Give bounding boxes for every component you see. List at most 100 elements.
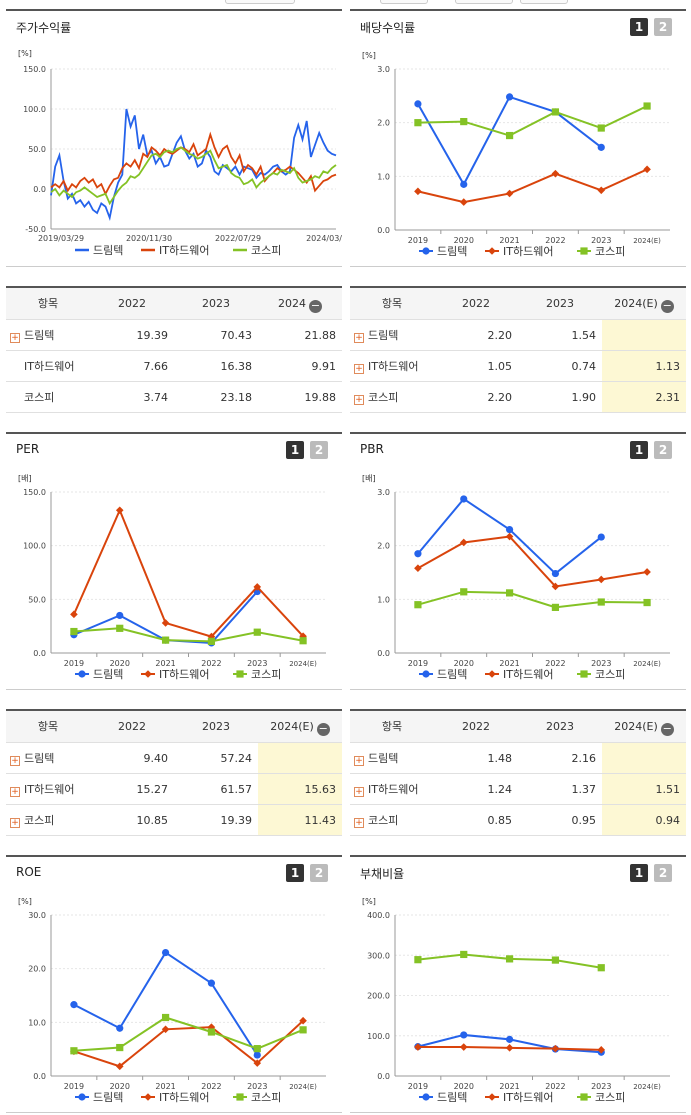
table-row: + 코스피 2.20 1.90 2.31 — [350, 382, 686, 413]
data-point — [78, 1093, 86, 1101]
row-name-cell: IT하드웨어 — [6, 351, 90, 381]
table-row: + IT하드웨어 1.24 1.37 1.51 — [350, 774, 686, 805]
row-name: 드림텍 — [368, 329, 399, 342]
data-point — [253, 583, 262, 591]
panel-title: PER — [16, 442, 40, 456]
expand-plus-icon[interactable]: + — [10, 756, 20, 766]
expand-plus-icon[interactable]: + — [354, 818, 364, 828]
expand-plus-icon[interactable]: + — [10, 818, 20, 828]
data-point — [414, 187, 422, 196]
x-tick-label: 2024/03/ — [306, 234, 342, 243]
data-point — [161, 1025, 170, 1034]
panel-title: 주가수익률 — [16, 21, 72, 35]
debt-ratio-chart: [%] 400.0 300.0 200.0 100.0 0.0 2019 2020 2021 20… — [362, 897, 670, 1104]
y-tick-label: 20.0 — [28, 965, 46, 974]
y-tick-label: 100.0 — [23, 105, 46, 114]
row-name-cell: + 드림텍 — [6, 320, 90, 350]
toolbar-button[interactable] — [380, 0, 428, 4]
page-2-button[interactable]: 2 — [310, 864, 328, 882]
data-point — [161, 619, 170, 627]
table-cell: 3.74 — [143, 391, 169, 404]
x-tick-label: 2021 — [155, 1082, 175, 1091]
data-point — [597, 124, 605, 132]
expand-plus-icon[interactable]: + — [354, 395, 364, 405]
y-tick-label: 0.0 — [33, 649, 46, 658]
y-axis-unit: [%] — [362, 897, 376, 906]
table-cell: 23.18 — [220, 391, 253, 404]
collapse-minus-icon[interactable]: − — [660, 299, 674, 313]
page-1-button[interactable]: 1 — [630, 18, 648, 36]
x-tick-label: 2022 — [545, 659, 565, 668]
page-2-button[interactable]: 2 — [654, 18, 672, 36]
x-tick-label: 2024(E) — [633, 1083, 661, 1091]
legend-label: IT하드웨어 — [159, 243, 209, 257]
page-1-button[interactable]: 1 — [286, 864, 304, 882]
toolbar-button[interactable] — [455, 0, 513, 4]
collapse-minus-icon[interactable]: − — [316, 722, 330, 736]
data-point — [488, 247, 496, 255]
collapse-minus-icon[interactable]: − — [309, 299, 322, 313]
x-tick-label: 2020 — [454, 236, 474, 245]
expand-plus-icon[interactable]: + — [354, 756, 364, 766]
row-name: IT하드웨어 — [24, 783, 75, 796]
toolbar-button[interactable] — [520, 0, 568, 4]
expand-plus-icon[interactable]: + — [354, 364, 364, 374]
y-axis-unit: [%] — [362, 51, 376, 60]
data-point — [459, 198, 468, 206]
table-row: + 드림텍 1.48 2.16 — [350, 743, 686, 774]
header-label: 2024(E) — [270, 720, 314, 733]
table-row: + 드림텍 9.40 57.24 — [6, 743, 342, 774]
page-1-button[interactable]: 1 — [630, 441, 648, 459]
series-line — [417, 105, 648, 137]
data-point — [253, 1059, 262, 1067]
panel-title: ROE — [16, 865, 42, 879]
row-name-cell: + 드림텍 — [6, 743, 90, 773]
data-point — [505, 131, 514, 140]
page-2-button[interactable]: 2 — [310, 441, 328, 459]
series-line — [50, 146, 337, 206]
data-point — [460, 180, 468, 188]
y-tick-label: 3.0 — [377, 65, 390, 74]
data-point — [505, 1044, 514, 1052]
page-1-button[interactable]: 1 — [286, 441, 304, 459]
legend-label: 드림텍 — [93, 1091, 123, 1104]
header-label: 항목 — [381, 720, 403, 733]
expand-plus-icon[interactable]: + — [354, 787, 364, 797]
data-point — [115, 506, 124, 515]
data-point — [116, 611, 124, 620]
data-point — [551, 1044, 560, 1053]
expand-plus-icon[interactable]: + — [354, 333, 364, 343]
data-point — [505, 93, 514, 101]
expand-plus-icon[interactable]: + — [10, 787, 20, 797]
data-point — [253, 1051, 261, 1059]
series-line — [73, 507, 304, 638]
expand-plus-icon[interactable]: + — [10, 333, 20, 343]
series-line — [417, 95, 602, 187]
table-header-cell: 2023 — [174, 288, 258, 319]
y-tick-label: 200.0 — [367, 992, 390, 1001]
row-name: IT하드웨어 — [24, 360, 75, 373]
row-name: 드림텍 — [368, 752, 399, 765]
page-2-button[interactable]: 2 — [654, 441, 672, 459]
data-point — [551, 582, 560, 591]
table-header-row: 항목 2022 2023 2024(E) − — [350, 288, 686, 320]
table-header-cell: 2024(E) − — [602, 288, 686, 319]
collapse-minus-icon[interactable]: − — [660, 722, 674, 736]
table-cell: 1.37 — [571, 783, 597, 796]
y-tick-label: 150.0 — [23, 488, 46, 497]
data-point — [236, 670, 244, 678]
data-point — [422, 670, 430, 678]
toolbar-button[interactable] — [225, 0, 295, 4]
data-point — [70, 1047, 78, 1055]
data-point — [422, 1093, 430, 1101]
data-point — [414, 564, 422, 573]
page-1-button[interactable]: 1 — [630, 864, 648, 882]
y-tick-label: 50.0 — [28, 145, 46, 154]
x-tick-label: 2022 — [545, 1082, 565, 1091]
page-2-button[interactable]: 2 — [654, 864, 672, 882]
series-line — [50, 108, 337, 222]
table-header-row: 항목 2022 2023 2024− — [6, 288, 342, 320]
table-row: + 드림텍 19.39 70.43 21.88 — [6, 320, 342, 351]
row-name-cell: + 코스피 — [6, 805, 90, 835]
